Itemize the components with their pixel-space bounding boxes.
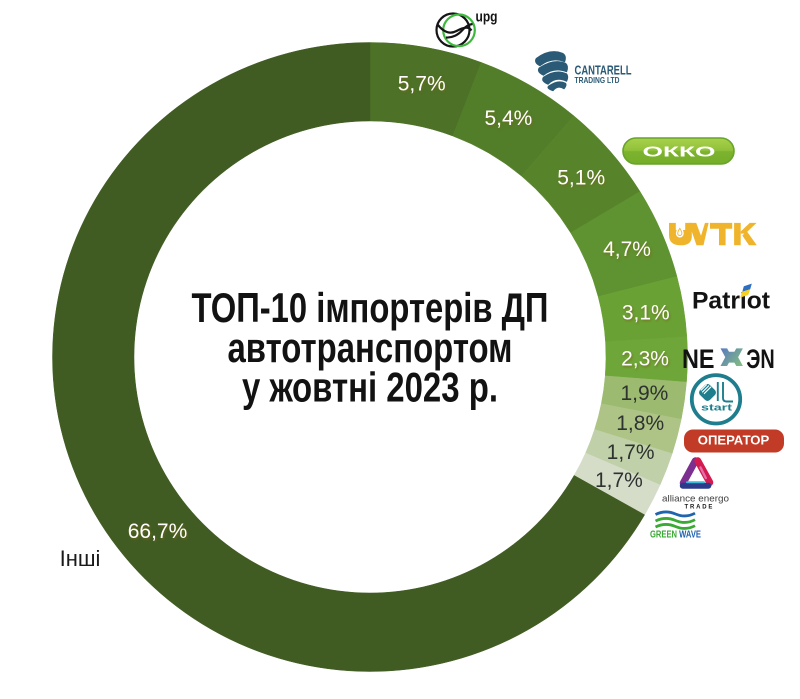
- svg-text:TRADING LTD: TRADING LTD: [575, 75, 620, 85]
- svg-text:автотранспортом: автотранспортом: [228, 324, 513, 371]
- svg-text:1,8%: 1,8%: [616, 412, 664, 435]
- svg-text:5,1%: 5,1%: [557, 166, 605, 189]
- svg-text:ОККО: ОККО: [643, 144, 717, 161]
- svg-text:NE: NE: [682, 344, 715, 374]
- svg-text:ОПЕРАТОР: ОПЕРАТОР: [698, 434, 770, 448]
- svg-text:1,7%: 1,7%: [607, 441, 655, 464]
- svg-text:5,7%: 5,7%: [398, 72, 446, 95]
- svg-text:upg: upg: [476, 10, 498, 26]
- svg-text:1,7%: 1,7%: [595, 469, 643, 492]
- svg-text:66,7%: 66,7%: [128, 520, 188, 543]
- svg-text:2,3%: 2,3%: [621, 347, 669, 370]
- svg-text:3,1%: 3,1%: [622, 302, 670, 325]
- svg-text:GREEN WAVE: GREEN WAVE: [650, 529, 701, 541]
- svg-text:CANTARELL: CANTARELL: [575, 63, 632, 78]
- svg-text:alliance energo: alliance energo: [662, 494, 729, 505]
- svg-text:4,7%: 4,7%: [603, 238, 651, 261]
- svg-text:ТОП-10 імпортерів ДП: ТОП-10 імпортерів ДП: [192, 284, 549, 331]
- svg-text:Patrіot: Patrіot: [692, 288, 770, 315]
- svg-text:Інші: Інші: [60, 546, 101, 571]
- svg-text:5,4%: 5,4%: [484, 107, 532, 130]
- svg-text:TRADE: TRADE: [685, 505, 715, 511]
- svg-text:у жовтні 2023 р.: у жовтні 2023 р.: [242, 364, 498, 411]
- svg-text:ЭN: ЭN: [746, 344, 775, 374]
- svg-text:1,9%: 1,9%: [620, 382, 668, 405]
- svg-text:start: start: [701, 403, 733, 414]
